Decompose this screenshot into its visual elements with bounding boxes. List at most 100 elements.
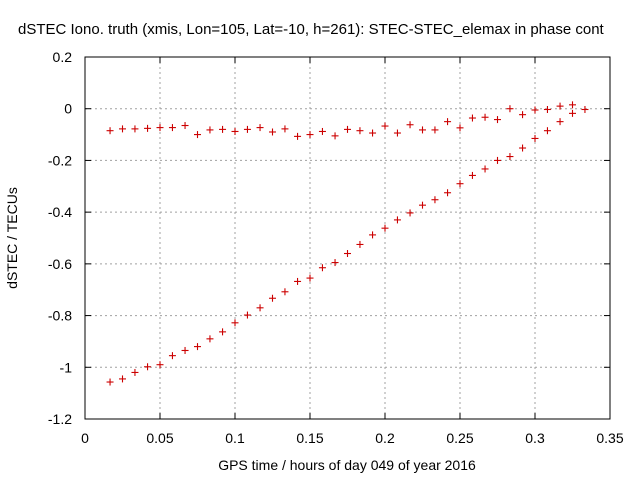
chart-title: dSTEC Iono. truth (xmis, Lon=105, Lat=-1… — [18, 21, 605, 38]
data-point-upper — [269, 128, 276, 136]
data-point-upper — [569, 101, 576, 109]
data-point-lower — [256, 304, 264, 312]
x-tick-label: 0.05 — [146, 430, 173, 446]
data-point-upper — [581, 105, 589, 113]
data-point-upper — [356, 127, 364, 135]
data-point-upper — [231, 127, 239, 135]
data-point-upper — [256, 124, 264, 132]
data-point-upper — [406, 121, 414, 129]
data-point-lower — [444, 189, 452, 197]
y-tick-label: -1.2 — [48, 411, 72, 427]
data-point-upper — [243, 125, 251, 133]
data-point-lower — [393, 216, 401, 224]
data-point-upper — [131, 125, 139, 133]
data-point-lower — [431, 196, 439, 204]
data-point-upper — [456, 124, 464, 132]
data-point-upper — [318, 127, 326, 135]
data-point-lower — [381, 224, 389, 232]
data-point-lower — [281, 288, 289, 296]
data-point-upper — [494, 116, 501, 124]
data-point-lower — [331, 259, 339, 267]
data-point-upper — [306, 131, 314, 139]
data-point-upper — [506, 105, 514, 113]
y-axis-label: dSTEC / TECUs — [4, 187, 20, 289]
data-point-upper — [419, 126, 426, 134]
data-point-upper — [468, 114, 476, 122]
data-point-lower — [219, 328, 227, 336]
x-tick-label: 0 — [81, 430, 89, 446]
data-point-lower — [181, 346, 189, 354]
x-tick-label: 0.35 — [596, 430, 623, 446]
data-point-upper — [219, 125, 227, 133]
data-point-lower — [468, 171, 476, 179]
y-tick-label: 0 — [64, 101, 72, 117]
y-tick-label: -0.4 — [48, 204, 72, 220]
x-tick-label: 0.15 — [296, 430, 323, 446]
data-point-lower — [556, 118, 564, 126]
data-point-lower — [156, 361, 164, 369]
data-point-upper — [519, 111, 527, 119]
data-point-lower — [206, 335, 214, 343]
x-tick-label: 0.1 — [225, 430, 245, 446]
data-point-upper — [481, 113, 489, 121]
data-point-lower — [506, 153, 514, 161]
y-tick-label: 0.2 — [53, 49, 73, 65]
data-point-lower — [306, 274, 314, 282]
data-point-lower — [318, 264, 326, 272]
data-point-lower — [531, 134, 539, 142]
data-point-lower — [344, 250, 351, 258]
data-point-upper — [431, 126, 439, 134]
data-point-upper — [281, 125, 289, 133]
data-point-upper — [106, 127, 114, 135]
y-tick-label: -1 — [60, 359, 73, 375]
data-point-upper — [181, 122, 189, 130]
data-point-upper — [119, 125, 126, 133]
data-point-lower — [269, 294, 276, 302]
data-point-lower — [369, 231, 377, 239]
data-point-lower — [356, 240, 364, 248]
data-point-upper — [393, 129, 401, 137]
data-point-lower — [569, 109, 576, 117]
data-point-upper — [381, 122, 389, 130]
data-point-lower — [494, 156, 501, 164]
data-point-lower — [106, 378, 114, 386]
data-point-lower — [119, 375, 126, 383]
data-points — [106, 101, 589, 386]
data-point-lower — [168, 352, 176, 360]
data-point-upper — [206, 126, 214, 134]
data-point-lower — [406, 209, 414, 217]
data-point-upper — [543, 105, 551, 113]
data-point-lower — [144, 363, 152, 371]
x-tick-label: 0.2 — [375, 430, 395, 446]
data-point-upper — [331, 132, 339, 140]
plot-frame — [84, 56, 611, 420]
data-point-upper — [294, 132, 302, 140]
data-point-upper — [369, 129, 377, 137]
grid — [85, 57, 610, 419]
data-point-lower — [543, 127, 551, 135]
y-tick-label: -0.8 — [48, 308, 72, 324]
data-point-lower — [456, 180, 464, 188]
x-axis-label: GPS time / hours of day 049 of year 2016 — [218, 457, 476, 473]
x-tick-label: 0.25 — [446, 430, 473, 446]
data-point-lower — [294, 277, 302, 285]
data-point-lower — [131, 368, 139, 376]
data-point-lower — [481, 165, 489, 173]
data-point-lower — [419, 201, 426, 209]
data-point-upper — [344, 125, 351, 133]
data-point-lower — [194, 343, 201, 351]
data-point-upper — [531, 106, 539, 114]
x-tick-label: 0.3 — [525, 430, 545, 446]
data-point-lower — [231, 319, 239, 327]
data-point-lower — [519, 144, 527, 152]
data-point-upper — [144, 124, 152, 132]
data-point-upper — [168, 124, 176, 132]
axis-ticks: 0 0.05 0.1 0.15 0.2 0.25 0.3 0.35 -1.2 -1 -0.8 -0.6… — [48, 49, 624, 446]
data-point-upper — [444, 118, 452, 126]
data-point-upper — [156, 124, 164, 132]
data-point-upper — [194, 131, 201, 139]
data-point-upper — [556, 102, 564, 110]
y-tick-label: -0.2 — [48, 152, 72, 168]
y-tick-label: -0.6 — [48, 256, 72, 272]
